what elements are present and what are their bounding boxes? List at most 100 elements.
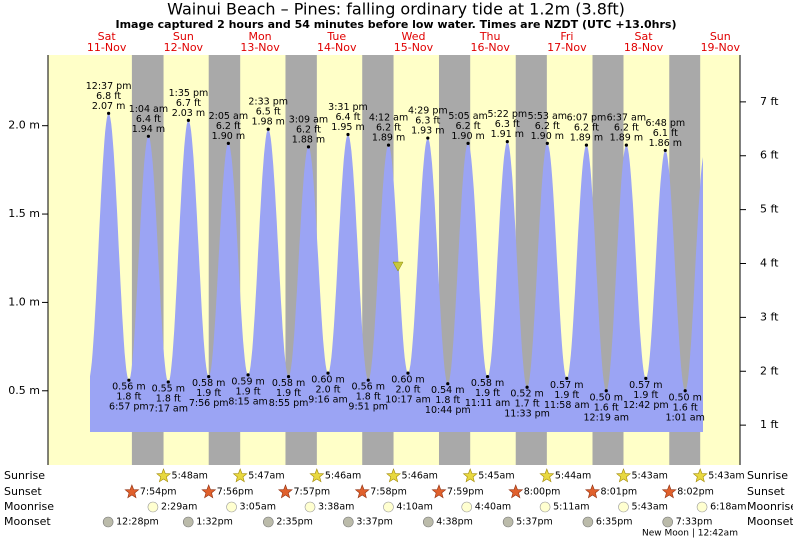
level-m-label: 1.90 m [451,131,484,142]
time-label: 7:56 pm [189,398,229,409]
moonset-time: 4:38pm [436,517,473,528]
sunrise-icon [386,468,402,483]
time-label: 10:17 am [385,395,430,406]
sunset-time: 8:00pm [524,487,561,498]
time-label: 3:09 am [289,114,328,125]
moonrise-time: 6:18am [710,502,746,513]
sunset-icon [661,484,677,499]
level-ft-label: 6.2 ft [456,121,481,132]
moonset-time: 7:33pm [676,517,713,528]
level-ft-label: 1.8 ft [356,392,381,403]
level-m-label: 1.89 m [570,133,603,144]
chart-subtitle: Image captured 2 hours and 54 minutes be… [115,18,676,31]
row-label: Sunset [4,485,42,498]
extreme-point [146,134,151,138]
sunrise-time: 5:43am [708,471,744,482]
sunset-icon [508,484,524,499]
extreme-point [505,139,509,144]
extreme-point [266,127,270,131]
level-m-label: 0.58 m [192,378,225,389]
level-ft-label: 1.9 ft [633,390,658,401]
date-label: 18-Nov [624,41,664,54]
time-label: 7:17 am [149,403,188,414]
y2-tick-label: 7 ft [760,95,779,108]
level-ft-label: 1.8 ft [116,392,141,403]
extreme-point [485,375,490,379]
level-ft-label: 6.7 ft [176,98,201,109]
moonrise-time: 3:38am [318,502,354,513]
level-m-label: 0.57 m [550,380,583,391]
time-label: 5:22 pm [488,109,528,120]
weekday-label: Wed [401,30,425,43]
row-label: Moonset [4,515,51,528]
time-label: 1:01 am [665,412,704,423]
sunset-time: 7:58pm [370,487,407,498]
time-label: 12:19 am [583,412,628,423]
weekday-label: Fri [560,30,573,43]
sunrise-icon [309,468,325,483]
date-label: 15-Nov [394,41,434,54]
y2-tick-label: 5 ft [760,203,779,216]
marks: Sat11-NovSun12-NovMon13-NovTue14-NovWed1… [4,30,793,539]
extreme-point [565,376,569,381]
y-tick-label: 0.5 m [8,384,40,397]
level-m-label: 1.91 m [491,129,524,140]
sunset-icon [124,484,140,499]
moonset-icon [263,516,274,528]
extreme-point [346,132,350,137]
row-label: Sunrise [747,469,788,482]
date-label: 14-Nov [317,41,357,54]
moonrise-icon [696,501,708,513]
extreme-point [466,141,470,145]
moonrise-icon [539,501,551,513]
moonrise-icon [226,501,237,513]
moonrise-time: 4:40am [475,502,511,513]
y-tick-label: 1.0 m [8,295,40,308]
level-ft-label: 6.2 ft [535,121,560,132]
y2-tick-label: 1 ft [760,418,779,431]
moonset-time: 1:32pm [196,517,233,528]
time-label: 5:53 am [528,111,567,122]
level-ft-label: 6.5 ft [256,107,281,118]
extreme-point [186,118,191,122]
level-m-label: 0.60 m [391,375,424,386]
level-m-label: 1.89 m [372,133,405,144]
moonset-time: 5:37pm [516,517,553,528]
level-ft-label: 2.0 ft [316,385,341,396]
tide-area [90,113,703,432]
moonrise-icon [304,501,316,513]
extreme-point [207,375,211,379]
time-label: 12:42 pm [623,400,669,411]
sunrise-time: 5:48am [172,471,208,482]
time-label: 4:29 pm [408,106,448,117]
level-m-label: 0.58 m [272,378,305,389]
level-m-label: 0.56 m [112,382,145,393]
level-ft-label: 6.3 ft [495,119,520,130]
level-ft-label: 1.8 ft [435,395,460,406]
moonrise-time: 3:05am [240,502,276,513]
level-m-label: 2.07 m [92,101,125,112]
level-m-label: 1.89 m [610,133,643,144]
level-ft-label: 2.0 ft [395,385,420,396]
extreme-point [406,371,410,375]
sunset-icon [354,484,370,499]
sunrise-time: 5:45am [478,471,514,482]
extreme-point [525,385,529,389]
extreme-point [584,143,589,147]
extreme-point [604,389,608,393]
weekday-label: Mon [248,30,271,43]
level-ft-label: 1.6 ft [673,402,698,413]
time-label: 6:48 pm [645,118,685,129]
y2-tick-label: 2 ft [760,364,779,377]
sunrise-icon [156,468,172,483]
row-label: Sunrise [4,469,45,482]
time-label: 6:57 pm [109,402,149,413]
level-m-label: 0.50 m [590,392,623,403]
moonset-icon [582,516,594,528]
moonrise-time: 4:10am [396,502,432,513]
time-label: 1:35 pm [169,88,209,99]
level-ft-label: 1.9 ft [196,388,221,399]
level-ft-label: 1.9 ft [475,388,500,399]
sunrise-time: 5:47am [248,471,284,482]
